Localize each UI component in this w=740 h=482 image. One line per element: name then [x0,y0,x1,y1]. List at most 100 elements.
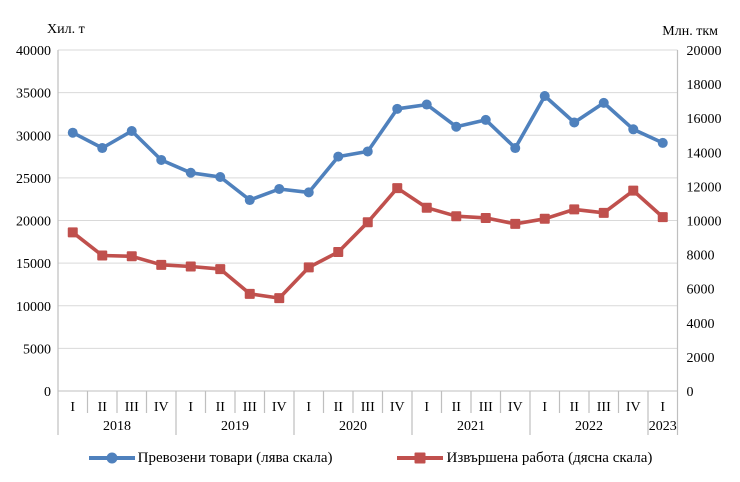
data-point-marker [539,213,550,224]
right-axis-tick-label: 8000 [687,249,715,264]
year-label: 2019 [221,419,249,434]
quarter-label: IV [508,400,523,415]
right-axis-tick-label: 10000 [687,215,722,230]
data-point-marker [362,146,373,157]
data-point-marker [628,124,639,135]
year-label: 2020 [339,419,367,434]
data-point-marker [126,251,137,262]
chart-legend: Превозени товари (лява скала) Извършена … [0,443,740,473]
right-axis-tick-label: 4000 [687,317,715,332]
quarter-label: IV [390,400,405,415]
data-point-marker [362,217,373,228]
right-axis-tick-label: 2000 [687,351,715,366]
data-point-marker [156,154,167,165]
data-point-marker [598,207,609,218]
data-point-marker [244,195,255,206]
year-label: 2021 [457,419,485,434]
data-point-marker [274,293,285,304]
left-axis-tick-label: 15000 [16,257,51,272]
data-point-marker [67,127,78,138]
data-point-marker [392,103,403,114]
line-square-marker-icon [397,452,444,464]
quarter-label: I [660,400,665,415]
data-point-marker [126,125,137,136]
quarter-label: II [570,400,580,415]
year-label: 2022 [575,419,603,434]
quarter-label: IV [154,400,169,415]
left-axis-tick-label: 35000 [16,87,51,102]
data-point-marker [451,121,462,132]
data-point-marker [539,91,550,102]
year-label: 2018 [103,419,131,434]
right-axis-tick-label: 18000 [687,78,722,93]
quarter-label: I [424,400,429,415]
line-circle-marker-icon [88,452,135,464]
quarter-label: II [216,400,226,415]
data-point-marker [215,172,226,183]
right-axis-tick-label: 20000 [687,44,722,59]
data-point-marker [510,218,521,229]
quarter-label: I [188,400,193,415]
quarter-label: II [334,400,344,415]
data-point-marker [274,183,285,194]
left-axis-tick-label: 0 [44,385,51,400]
right-axis-tick-label: 6000 [687,283,715,298]
quarter-label: IV [626,400,641,415]
data-point-marker [97,143,108,154]
data-point-marker [333,247,344,258]
data-point-marker [598,97,609,108]
quarter-label: I [542,400,547,415]
data-point-marker [657,212,668,223]
data-point-marker [392,183,403,194]
data-point-marker [657,137,668,148]
data-point-marker [451,211,462,222]
data-point-marker [569,204,580,215]
quarter-label: I [306,400,311,415]
data-point-marker [480,212,491,223]
quarter-label: III [361,400,375,415]
data-point-marker [628,185,639,196]
data-point-marker [185,261,196,272]
legend-item-transported-goods: Превозени товари (лява скала) [88,449,333,467]
legend-item-work-performed: Извършена работа (дясна скала) [396,450,652,467]
data-point-marker [510,143,521,154]
left-axis-tick-label: 20000 [16,215,51,230]
data-point-marker [480,114,491,125]
data-point-marker [67,227,78,238]
data-point-marker [303,262,314,273]
left-axis-title: Хил. т [47,22,85,37]
data-point-marker [97,250,108,261]
data-point-marker [569,117,580,128]
data-point-marker [421,99,432,110]
legend-label-transported-goods: Превозени товари (лява скала) [137,449,333,466]
left-axis-tick-label: 5000 [23,342,51,357]
data-point-marker [156,259,167,270]
left-axis-tick-label: 30000 [16,129,51,144]
quarter-label: II [452,400,462,415]
right-axis-tick-label: 16000 [687,112,722,127]
right-axis-tick-label: 12000 [687,180,722,195]
right-axis-title: Млн. ткм [662,24,718,39]
quarter-label: III [125,400,139,415]
quarter-label: IV [272,400,287,415]
data-point-marker [333,151,344,162]
data-point-marker [303,187,314,198]
data-point-marker [185,167,196,178]
left-axis-tick-label: 10000 [16,300,51,315]
quarter-label: II [98,400,108,415]
right-axis-tick-label: 14000 [687,146,722,161]
left-axis-tick-label: 25000 [16,172,51,187]
quarter-label: III [243,400,257,415]
right-axis-tick-label: 0 [687,385,694,400]
data-point-marker [244,288,255,299]
quarter-label: I [70,400,75,415]
quarter-label: III [597,400,611,415]
quarter-label: III [479,400,493,415]
data-point-marker [215,264,226,275]
left-axis-tick-label: 40000 [16,44,51,59]
data-point-marker [421,202,432,213]
legend-label-work-performed: Извършена работа (дясна скала) [446,449,653,466]
year-label: 2023 [649,419,677,434]
